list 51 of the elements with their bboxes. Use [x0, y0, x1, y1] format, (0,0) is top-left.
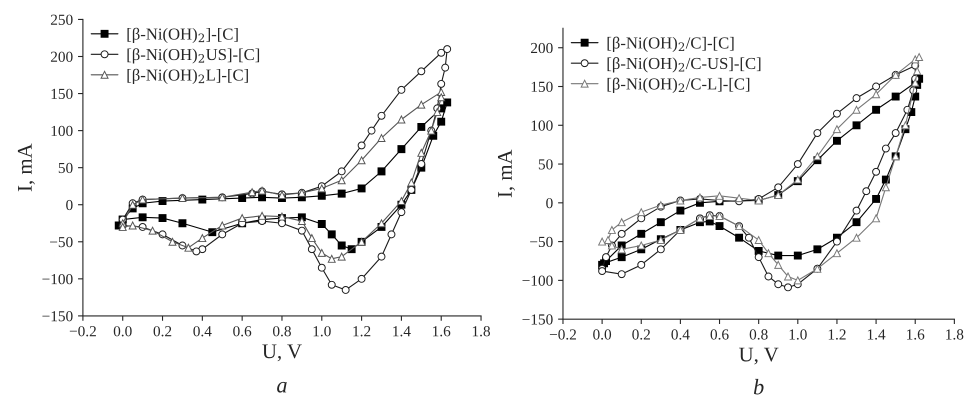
- x-tick-label: 0.6: [233, 326, 252, 336]
- legend-label: [β-Ni(OH)$_{2}$L]-[C]: [127, 68, 248, 84]
- x-tick-label: 0.8: [750, 329, 768, 340]
- y-tick-label: 200: [50, 52, 73, 62]
- text: a: [277, 382, 287, 393]
- y-tick-label: −150: [42, 311, 73, 322]
- legend-label: [β-Ni(OH)$_{2}$/C-L]-[C]: [608, 78, 750, 93]
- x-tick-label: 1.0: [314, 326, 331, 336]
- legend-label: [β-Ni(OH)$_{2}$]-[C]: [127, 28, 238, 44]
- x-tick-label: 1.6: [433, 326, 450, 336]
- x-tick-label: 1.4: [868, 329, 886, 340]
- y-tick-label: 0: [546, 198, 553, 208]
- x-tick-label: 0.0: [114, 326, 132, 336]
- x-tick-label: 0.4: [193, 326, 212, 336]
- y-tick-label: 50: [538, 159, 553, 170]
- x-tick-label: 0.2: [154, 326, 172, 336]
- y-tick-label: 200: [531, 42, 553, 54]
- x-tick-label: 1.6: [907, 329, 924, 340]
- x-tick-label: 0.0: [593, 329, 612, 340]
- x-tick-label: 1.8: [472, 326, 490, 336]
- y-tick-label: −100: [522, 276, 553, 286]
- legend-label: [β-Ni(OH)$_{2}$/C]-[C]: [608, 36, 734, 52]
- y-tick-label: 250: [50, 14, 73, 25]
- y-tick-label: −100: [42, 274, 73, 284]
- y-tick-label: −150: [522, 314, 553, 325]
- x-tick-label: 0.2: [632, 329, 650, 340]
- y-tick-label: 100: [52, 126, 73, 136]
- x-tick-label: 1.4: [393, 326, 411, 336]
- x-axis-title: U, V: [262, 344, 302, 362]
- y-tick-label: 150: [532, 82, 553, 92]
- y-tick-label: 50: [58, 162, 73, 174]
- x-tick-label: 0.6: [710, 329, 729, 340]
- y-axis-title: I, mA: [498, 150, 515, 198]
- x-tick-label: 1.2: [353, 326, 370, 336]
- x-tick-label: 1.8: [946, 329, 964, 340]
- x-tick-label: −0.2: [70, 326, 96, 336]
- y-tick-label: 150: [52, 88, 73, 100]
- y-tick-label: −50: [50, 236, 73, 248]
- text: b: [754, 378, 764, 394]
- legend-label: [β-Ni(OH)$_{2}$/C-US]-[C]: [608, 57, 760, 72]
- x-axis-title: U, V: [739, 348, 779, 365]
- y-tick-label: 100: [532, 120, 553, 131]
- x-tick-label: 0.4: [671, 329, 690, 340]
- x-tick-label: 0.8: [273, 326, 291, 336]
- y-axis-title: I, mA: [18, 144, 35, 192]
- y-tick-label: −50: [530, 236, 553, 248]
- legend-label: [β-Ni(OH)$_{2}$US]-[C]: [127, 48, 260, 64]
- x-tick-label: 1.0: [790, 329, 807, 340]
- x-tick-label: −0.2: [550, 329, 576, 340]
- y-tick-label: 0: [66, 200, 73, 210]
- x-tick-label: 1.2: [828, 329, 846, 340]
